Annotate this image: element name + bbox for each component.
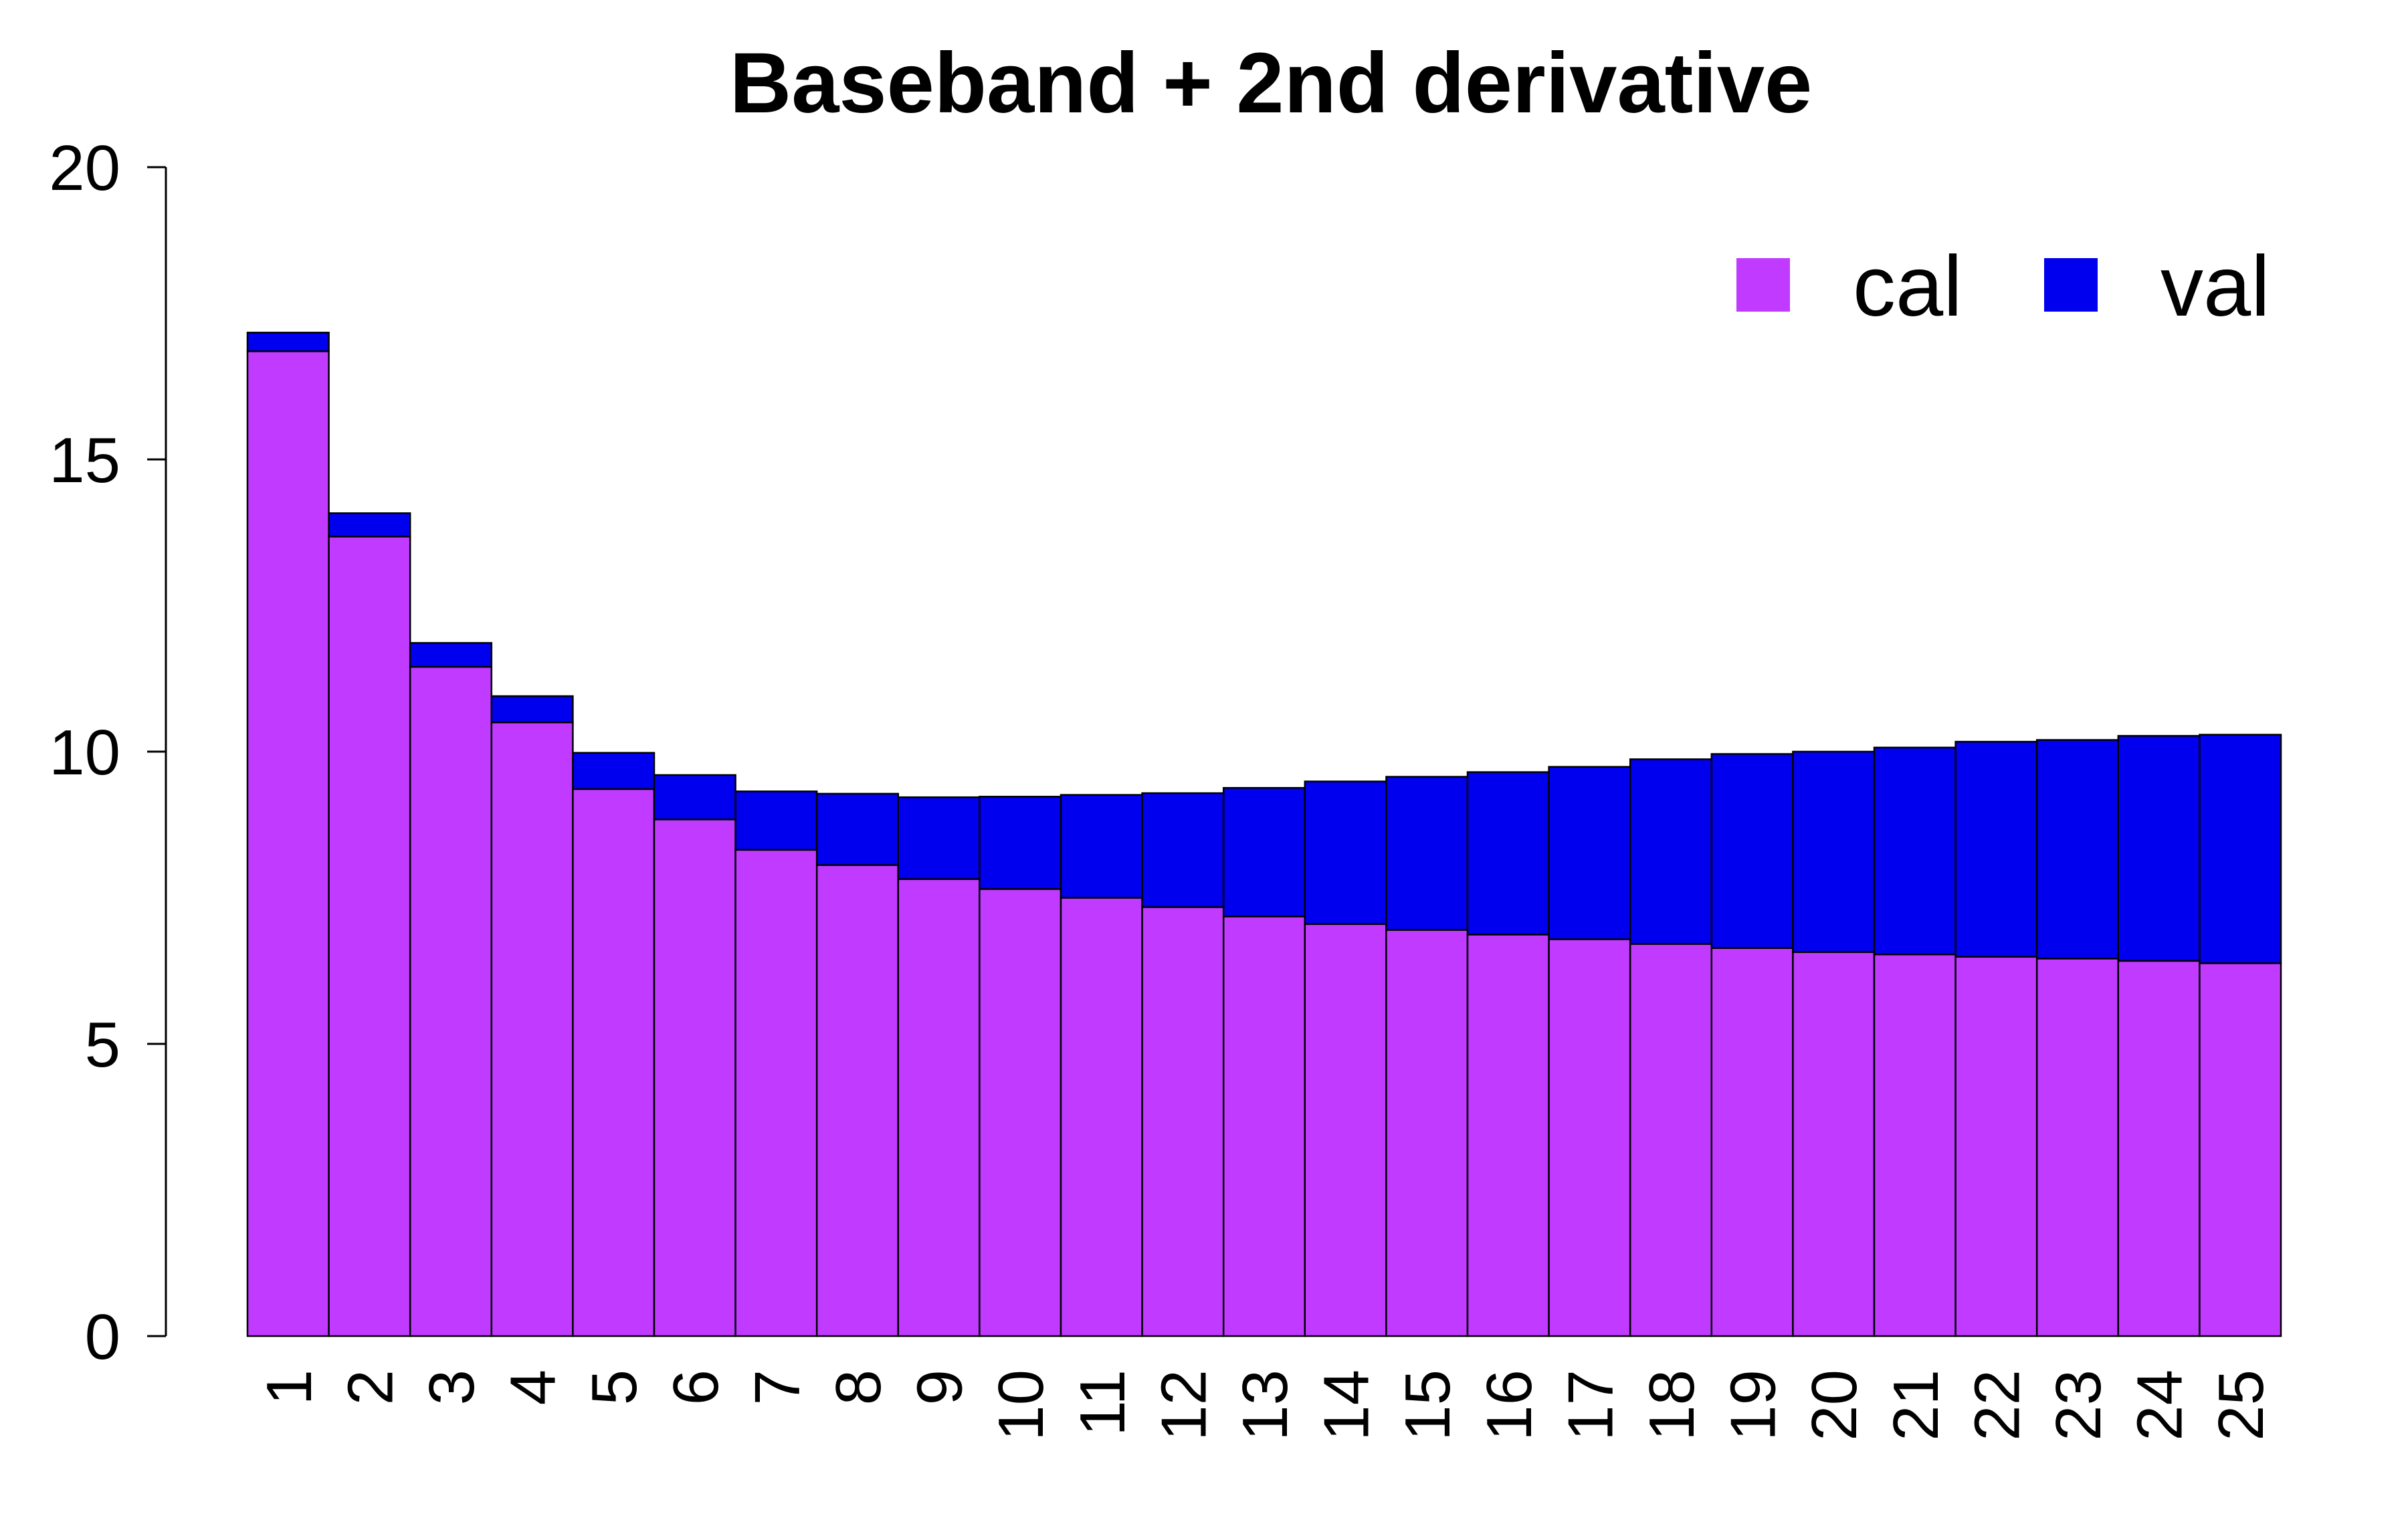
x-tick-label: 22 [1961, 1370, 2033, 1441]
x-tick-label: 11 [1067, 1370, 1138, 1436]
x-tick-label: 14 [1311, 1370, 1383, 1441]
bar-cal-6 [653, 819, 736, 1337]
x-tick-label: 18 [1636, 1370, 1708, 1441]
x-tick-label: 25 [2205, 1370, 2277, 1441]
chart-title: Baseband + 2nd derivative [730, 35, 1812, 131]
bar-cal-10 [979, 888, 1062, 1337]
bar-val-12 [1141, 792, 1225, 908]
bar-val-10 [979, 796, 1062, 890]
y-tick-label: 5 [85, 1009, 120, 1081]
x-tick-label: 24 [2124, 1370, 2196, 1441]
y-tick-label: 20 [49, 132, 120, 204]
x-axis: 1 2 3 4 5 6 7 8 9 10 11 12 13 14 15 16 17 18 19 20 21 22 23 24 2… [254, 1370, 2277, 1441]
legend: cal val [1736, 239, 2270, 334]
bar-val-13 [1222, 786, 1306, 917]
bar-cal-15 [1385, 929, 1469, 1337]
bar-cal-1 [246, 350, 330, 1337]
bar-val-6 [653, 774, 736, 821]
legend-swatch-cal [1736, 258, 1790, 312]
y-tick-label: 15 [49, 425, 120, 496]
bar-val-20 [1792, 750, 1876, 954]
bar-cal-9 [897, 878, 981, 1337]
x-tick-label: 17 [1554, 1370, 1626, 1441]
bar-cal-13 [1222, 915, 1306, 1337]
bar-val-25 [2199, 734, 2282, 964]
bar-cal-20 [1792, 951, 1876, 1337]
bar-val-8 [815, 792, 900, 866]
bar-val-22 [1954, 740, 2038, 958]
bar-cal-8 [815, 864, 900, 1337]
bar-cal-7 [734, 849, 818, 1337]
bar-val-2 [328, 512, 411, 538]
x-tick-label: 23 [2043, 1370, 2114, 1441]
x-tick-label: 1 [254, 1370, 325, 1405]
bar-val-11 [1060, 794, 1143, 899]
legend-swatch-val [2044, 258, 2098, 312]
x-tick-label: 7 [741, 1370, 813, 1405]
x-tick-label: 19 [1718, 1370, 1789, 1441]
bar-val-19 [1710, 753, 1794, 949]
bar-val-23 [2035, 739, 2120, 960]
bar-cal-12 [1141, 906, 1225, 1337]
x-tick-label: 21 [1880, 1370, 1952, 1441]
y-tick-label: 10 [49, 717, 120, 788]
bar-cal-17 [1548, 938, 1631, 1337]
bars [246, 332, 2282, 1337]
bar-val-9 [897, 796, 981, 880]
bar-cal-11 [1060, 897, 1143, 1337]
bar-cal-18 [1629, 943, 1713, 1337]
bar-cal-23 [2035, 958, 2120, 1337]
x-tick-label: 8 [823, 1370, 894, 1405]
bar-cal-2 [328, 536, 411, 1337]
bar-val-21 [1873, 746, 1956, 956]
bar-val-16 [1466, 771, 1550, 936]
x-tick-label: 16 [1474, 1370, 1545, 1441]
bar-val-3 [409, 642, 493, 668]
bar-cal-14 [1304, 923, 1387, 1337]
x-tick-label: 9 [904, 1370, 976, 1405]
bar-val-15 [1385, 776, 1469, 931]
bar-val-24 [2117, 735, 2201, 962]
bar-val-18 [1629, 758, 1713, 945]
bar-cal-3 [409, 666, 493, 1337]
bar-cal-21 [1873, 954, 1956, 1337]
x-tick-label: 12 [1148, 1370, 1219, 1441]
x-tick-label: 4 [498, 1370, 569, 1405]
legend-label-val: val [2161, 239, 2270, 334]
bar-cal-4 [490, 722, 574, 1337]
y-tick-label: 0 [85, 1301, 120, 1373]
bar-cal-19 [1710, 947, 1794, 1337]
bar-val-4 [490, 695, 574, 724]
x-tick-label: 20 [1799, 1370, 1870, 1441]
bar-cal-16 [1466, 934, 1550, 1337]
bar-cal-24 [2117, 960, 2201, 1337]
x-tick-label: 2 [334, 1370, 406, 1405]
bar-val-5 [572, 752, 656, 790]
x-tick-label: 3 [416, 1370, 488, 1405]
bar-val-7 [734, 790, 818, 851]
bar-val-17 [1548, 766, 1631, 940]
legend-label-cal: cal [1853, 239, 1963, 334]
x-tick-label: 10 [985, 1370, 1057, 1441]
bar-val-1 [246, 332, 330, 352]
bar-cal-25 [2199, 962, 2282, 1337]
y-axis: 0 5 10 15 20 [49, 132, 167, 1373]
bar-val-14 [1304, 780, 1387, 926]
x-tick-label: 15 [1392, 1370, 1464, 1441]
bar-cal-5 [572, 788, 656, 1337]
bar-cal-22 [1954, 956, 2038, 1337]
x-tick-label: 13 [1229, 1370, 1301, 1441]
x-tick-label: 6 [660, 1370, 732, 1405]
x-tick-label: 5 [579, 1370, 650, 1405]
